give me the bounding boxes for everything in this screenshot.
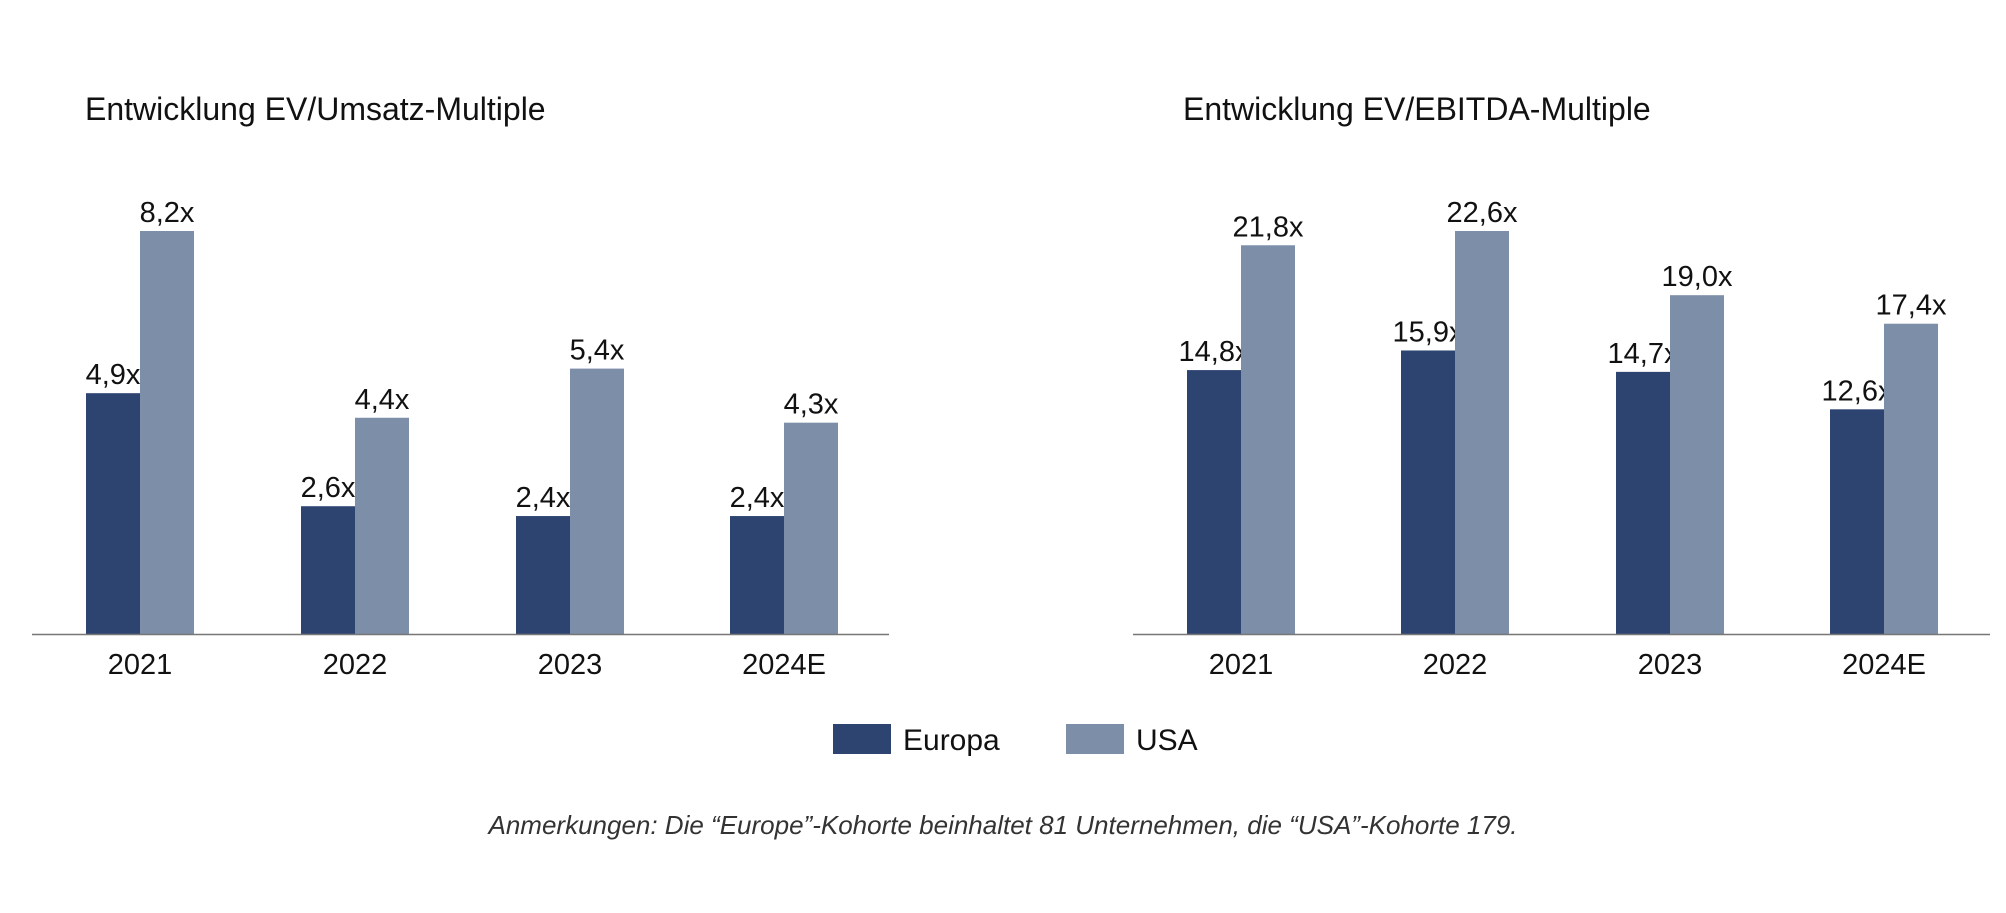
x-tick-label-2024e: 2024E: [742, 649, 826, 681]
bar-europa-2022: [301, 506, 355, 634]
bar-usa-2021: [140, 231, 194, 634]
x-tick-label-2023: 2023: [538, 649, 603, 681]
data-label-europa-2024e: 12,6x: [1822, 375, 1893, 407]
data-label-europa-2022: 2,6x: [301, 472, 356, 504]
data-label-usa-2022: 4,4x: [355, 384, 410, 416]
bar-europa-2024e: [1830, 409, 1884, 634]
data-label-usa-2023: 5,4x: [570, 335, 625, 367]
data-label-europa-2021: 4,9x: [86, 359, 141, 391]
plot-0: 4,9x 8,2x 2021 2,6x 4,4x 2022 2,4x 5,4x 2023 2,4x…: [32, 197, 889, 681]
bar-usa-2023: [570, 368, 624, 634]
footnote: Anmerkungen: Die “Europe”-Kohorte beinha…: [486, 810, 1517, 840]
bar-europa-2021: [1187, 370, 1241, 634]
legend-label-europa: Europa: [903, 724, 1000, 757]
chart-title-umsatz: Entwicklung EV/Umsatz-Multiple: [85, 91, 546, 127]
x-tick-label-2022: 2022: [323, 649, 388, 681]
bar-europa-2023: [1616, 371, 1670, 634]
bar-usa-2022: [355, 417, 409, 634]
bar-europa-2022: [1401, 350, 1455, 634]
data-label-usa-2023: 19,0x: [1662, 261, 1733, 293]
legend: Europa USA: [833, 724, 1198, 757]
legend-swatch-europa: [833, 724, 891, 754]
data-label-usa-2024e: 4,3x: [784, 389, 839, 421]
x-tick-label-2024e: 2024E: [1842, 649, 1926, 681]
data-label-usa-2022: 22,6x: [1447, 197, 1518, 229]
data-label-europa-2024e: 2,4x: [730, 482, 785, 514]
x-tick-label-2021: 2021: [108, 649, 173, 681]
data-label-usa-2021: 21,8x: [1233, 211, 1304, 243]
bar-usa-2023: [1670, 295, 1724, 634]
data-label-europa-2021: 14,8x: [1179, 336, 1250, 368]
bar-europa-2023: [516, 516, 570, 634]
bar-usa-2024e: [1884, 323, 1938, 634]
data-label-europa-2022: 15,9x: [1393, 316, 1464, 348]
data-label-usa-2021: 8,2x: [140, 197, 195, 229]
chart-title-ebitda: Entwicklung EV/EBITDA-Multiple: [1183, 91, 1651, 127]
legend-swatch-usa: [1066, 724, 1124, 754]
bar-usa-2022: [1455, 231, 1509, 634]
bar-usa-2024e: [784, 422, 838, 634]
bar-europa-2021: [86, 393, 140, 634]
plot-1: 14,8x 21,8x 2021 15,9x 22,6x 2022 14,7x 19,0x 20…: [1133, 197, 1990, 681]
bar-usa-2021: [1241, 245, 1295, 634]
bar-europa-2024e: [730, 516, 784, 634]
data-label-usa-2024e: 17,4x: [1876, 290, 1947, 322]
legend-label-usa: USA: [1136, 724, 1198, 757]
data-label-europa-2023: 14,7x: [1608, 338, 1679, 370]
x-tick-label-2021: 2021: [1209, 649, 1274, 681]
data-label-europa-2023: 2,4x: [516, 482, 571, 514]
x-tick-label-2022: 2022: [1423, 649, 1488, 681]
x-tick-label-2023: 2023: [1638, 649, 1703, 681]
